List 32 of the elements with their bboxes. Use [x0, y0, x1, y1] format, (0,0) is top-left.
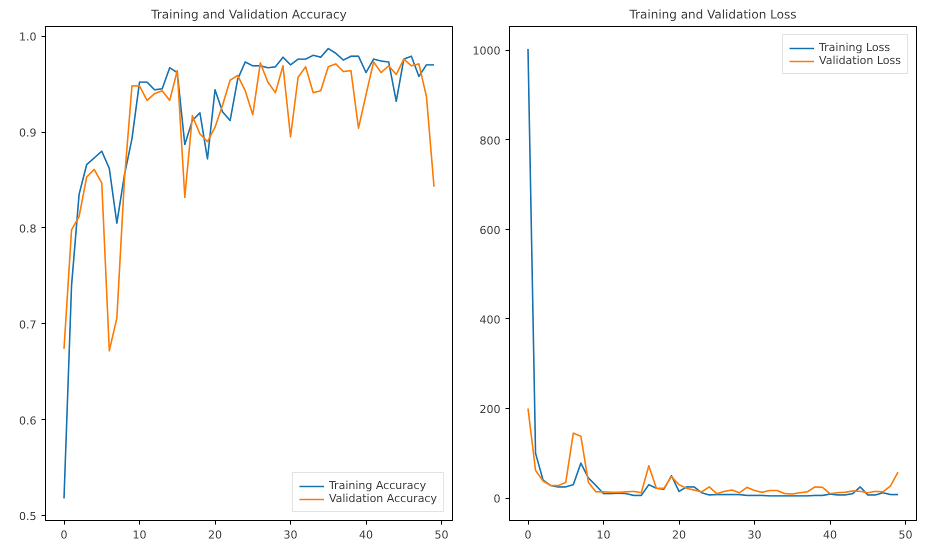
y-tick-label: 0.9: [19, 126, 37, 140]
y-tick-label: 1000: [472, 44, 501, 58]
legend-label: Validation Loss: [819, 54, 901, 67]
x-tick-label: 40: [359, 528, 374, 542]
x-tick-label: 20: [672, 528, 686, 542]
legend-label: Validation Accuracy: [328, 492, 437, 505]
line-series: [527, 408, 899, 495]
x-tick-label: 50: [434, 528, 449, 542]
x-tick-label: 20: [208, 528, 222, 542]
chart-title: Training and Validation Loss: [628, 8, 796, 22]
chart-title: Training and Validation Accuracy: [150, 8, 347, 22]
y-tick-label: 0.7: [19, 318, 37, 332]
y-tick-label: 800: [480, 134, 501, 148]
y-tick-label: 0.5: [19, 510, 37, 524]
y-tick-label: 1.0: [19, 30, 37, 44]
x-tick-label: 50: [898, 528, 913, 542]
x-tick-label: 10: [596, 528, 611, 542]
y-tick-label: 600: [480, 224, 501, 237]
y-tick-label: 0.6: [19, 414, 37, 428]
y-tick-label: 200: [480, 403, 501, 416]
x-tick-label: 10: [132, 528, 147, 542]
y-tick-label: 0: [494, 492, 500, 506]
x-tick-label: 30: [284, 528, 298, 542]
legend-label: Training Accuracy: [328, 479, 426, 492]
x-tick-label: 0: [524, 528, 532, 542]
legend-label: Training Loss: [819, 41, 890, 54]
x-tick-label: 30: [748, 528, 762, 542]
x-tick-label: 40: [823, 528, 838, 542]
line-series: [63, 58, 435, 352]
x-tick-label: 0: [60, 528, 68, 542]
y-tick-label: 400: [480, 313, 501, 326]
y-tick-label: 0.8: [19, 222, 37, 236]
